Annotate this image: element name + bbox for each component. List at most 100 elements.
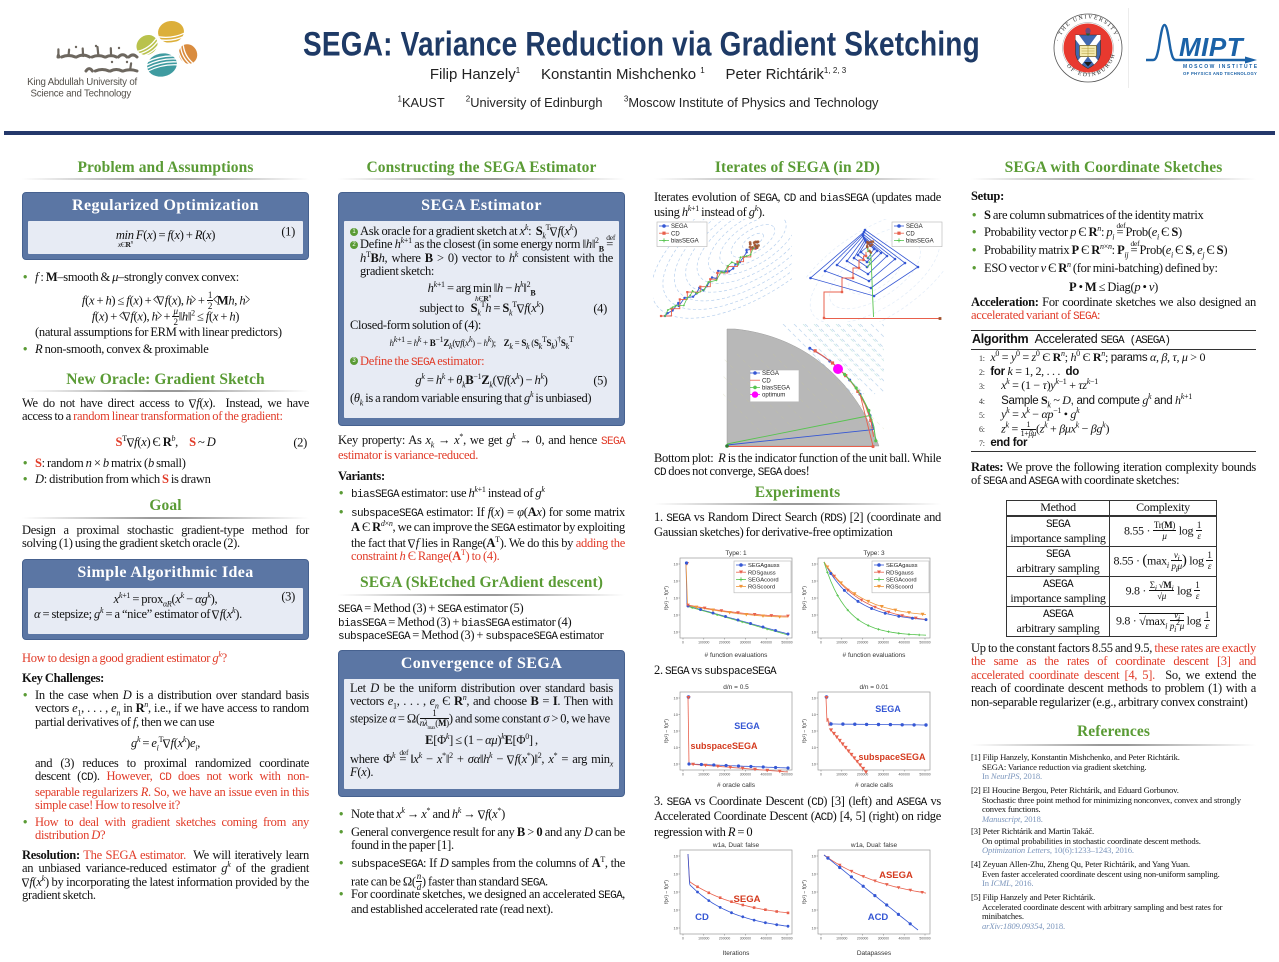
svg-text:10: 10 <box>812 579 817 584</box>
svg-text:10: 10 <box>674 579 679 584</box>
svg-text:f(x²) − f(x*): f(x²) − f(x*) <box>802 880 808 904</box>
svg-text:# function evaluations: # function evaluations <box>843 652 907 659</box>
svg-text:200000: 200000 <box>857 773 868 777</box>
svg-text:300000: 300000 <box>878 937 889 941</box>
svg-text:500000: 500000 <box>781 641 792 645</box>
svg-text:10: 10 <box>812 596 817 601</box>
svg-text:10: 10 <box>674 745 679 750</box>
svg-text:500000: 500000 <box>781 773 792 777</box>
svg-text:200000: 200000 <box>719 641 730 645</box>
svg-text:w1a, Dual: false: w1a, Dual: false <box>850 842 898 849</box>
svg-text:CD: CD <box>695 912 709 923</box>
svg-text:f(x²) − f(x*): f(x²) − f(x*) <box>664 719 670 743</box>
svg-text:10: 10 <box>674 762 679 767</box>
svg-text:Datapasses: Datapasses <box>857 950 892 957</box>
svg-text:MIPT: MIPT <box>1179 32 1245 62</box>
svg-text:SEGAcoord: SEGAcoord <box>886 578 917 584</box>
svg-text:subspaceSEGA: subspaceSEGA <box>858 752 926 762</box>
svg-text:200000: 200000 <box>857 937 868 941</box>
svg-text:OF PHYSICS AND TECHNOLOGY: OF PHYSICS AND TECHNOLOGY <box>1183 71 1257 76</box>
svg-text:10: 10 <box>812 696 817 701</box>
svg-text:10: 10 <box>674 562 679 567</box>
svg-text:10: 10 <box>812 562 817 567</box>
svg-text:# oracle calls: # oracle calls <box>717 782 756 789</box>
svg-text:Science and Technology: Science and Technology <box>31 89 132 100</box>
svg-text:10: 10 <box>812 908 817 913</box>
svg-text:10: 10 <box>812 745 817 750</box>
svg-text:200000: 200000 <box>857 641 868 645</box>
svg-text:SEGAcoord: SEGAcoord <box>748 578 779 584</box>
svg-text:d/n = 0.01: d/n = 0.01 <box>859 684 888 691</box>
svg-text:f(x²) − f(x*): f(x²) − f(x*) <box>802 719 808 743</box>
svg-text:400000: 400000 <box>761 773 772 777</box>
svg-text:CD: CD <box>671 231 680 237</box>
svg-text:100000: 100000 <box>836 773 847 777</box>
svg-text:10: 10 <box>674 613 679 618</box>
svg-text:0: 0 <box>820 937 822 941</box>
svg-text:10: 10 <box>674 696 679 701</box>
svg-text:500000: 500000 <box>781 937 792 941</box>
svg-text:MOSCOW INSTITUTE: MOSCOW INSTITUTE <box>1183 64 1259 70</box>
svg-text:10: 10 <box>812 613 817 618</box>
svg-text:10: 10 <box>674 926 679 931</box>
svg-text:300000: 300000 <box>878 641 889 645</box>
svg-text:400000: 400000 <box>761 641 772 645</box>
svg-text:10: 10 <box>812 762 817 767</box>
svg-text:SEGA: SEGA <box>762 370 780 377</box>
svg-text:SEGA: SEGA <box>906 224 923 230</box>
svg-text:10: 10 <box>812 630 817 635</box>
svg-text:10: 10 <box>674 712 679 717</box>
svg-text:500000: 500000 <box>919 937 930 941</box>
svg-text:400000: 400000 <box>899 641 910 645</box>
svg-text:10: 10 <box>674 890 679 895</box>
svg-text:100000: 100000 <box>698 641 709 645</box>
svg-text:100000: 100000 <box>836 641 847 645</box>
svg-text:10: 10 <box>812 729 817 734</box>
svg-text:10: 10 <box>674 908 679 913</box>
svg-text:500000: 500000 <box>919 773 930 777</box>
svg-text:0: 0 <box>682 641 684 645</box>
svg-text:10: 10 <box>812 854 817 859</box>
svg-text:200000: 200000 <box>719 937 730 941</box>
svg-text:# oracle calls: # oracle calls <box>855 782 894 789</box>
svg-text:10: 10 <box>812 890 817 895</box>
svg-text:0: 0 <box>682 937 684 941</box>
svg-text:SEGA: SEGA <box>671 224 688 230</box>
svg-text:10: 10 <box>812 872 817 877</box>
svg-text:f(x²) − f(x*): f(x²) − f(x*) <box>664 880 670 904</box>
svg-text:0: 0 <box>820 641 822 645</box>
svg-text:biasSEGA: biasSEGA <box>762 385 791 392</box>
svg-text:ACD: ACD <box>868 912 889 923</box>
svg-text:King Abdullah University of: King Abdullah University of <box>27 77 137 88</box>
svg-text:# function evaluations: # function evaluations <box>705 652 769 659</box>
svg-text:10: 10 <box>674 596 679 601</box>
svg-text:100000: 100000 <box>836 937 847 941</box>
svg-text:biasSEGA: biasSEGA <box>906 239 934 245</box>
svg-text:0: 0 <box>820 773 822 777</box>
svg-text:400000: 400000 <box>899 937 910 941</box>
svg-text:400000: 400000 <box>761 937 772 941</box>
svg-text:RDSgauss: RDSgauss <box>886 570 914 576</box>
svg-text:500000: 500000 <box>919 641 930 645</box>
svg-text:Iterations: Iterations <box>723 950 750 957</box>
svg-text:100000: 100000 <box>698 937 709 941</box>
svg-text:SEGA: SEGA <box>734 721 760 731</box>
svg-text:CD: CD <box>762 377 771 384</box>
svg-text:10: 10 <box>812 712 817 717</box>
svg-text:optimum: optimum <box>762 392 785 399</box>
svg-text:300000: 300000 <box>740 773 751 777</box>
svg-text:10: 10 <box>674 872 679 877</box>
svg-text:SEGAgauss: SEGAgauss <box>748 563 780 569</box>
svg-text:100000: 100000 <box>698 773 709 777</box>
svg-text:f(x²) − f(x*): f(x²) − f(x*) <box>664 586 670 610</box>
svg-text:RDSgauss: RDSgauss <box>748 570 776 576</box>
svg-text:300000: 300000 <box>878 773 889 777</box>
svg-text:0: 0 <box>682 773 684 777</box>
svg-text:10: 10 <box>674 854 679 859</box>
svg-text:SEGA: SEGA <box>875 704 901 714</box>
svg-text:10: 10 <box>674 630 679 635</box>
svg-text:f(x²) − f(x*): f(x²) − f(x*) <box>802 586 808 610</box>
svg-text:10: 10 <box>812 926 817 931</box>
svg-text:CD: CD <box>906 231 915 237</box>
svg-text:RGScoord: RGScoord <box>886 585 913 591</box>
